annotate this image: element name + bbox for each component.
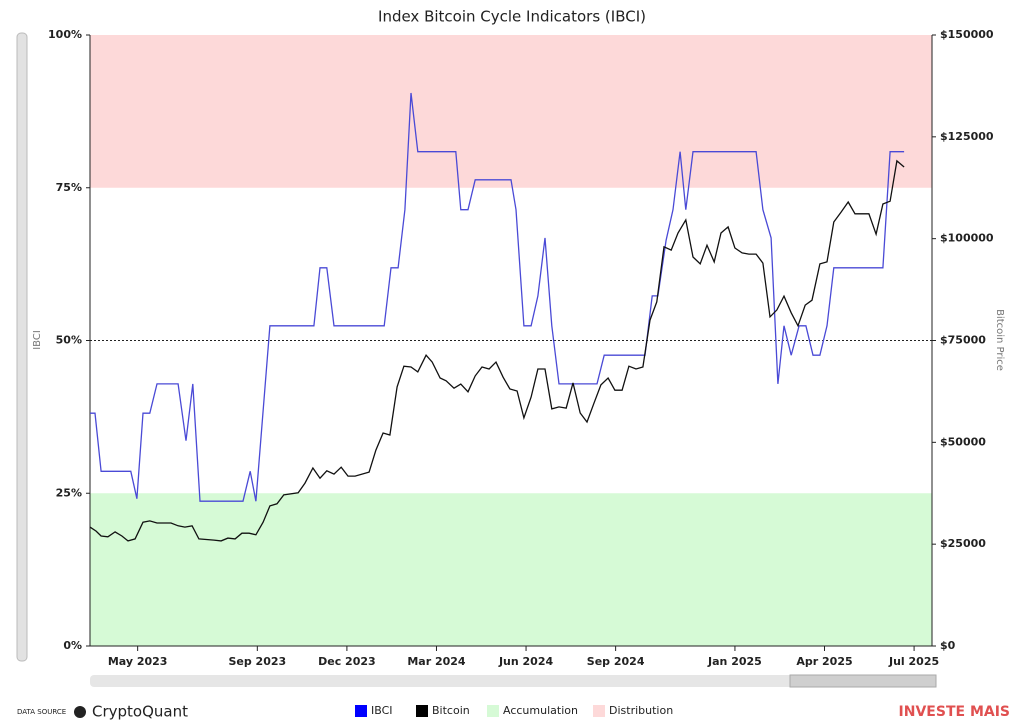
x-tick-label: Jul 2025	[888, 655, 939, 668]
series-line	[90, 92, 905, 502]
legend-swatch	[593, 705, 605, 717]
legend-label: Distribution	[609, 704, 673, 717]
legend-label: IBCI	[371, 704, 393, 717]
y2-tick-label: $50000	[940, 435, 986, 448]
x-tick-label: Sep 2023	[228, 655, 286, 668]
y2-tick-label: $25000	[940, 537, 986, 550]
y2-tick-label: $125000	[940, 130, 994, 143]
data-source-label: DATA SOURCE	[17, 708, 66, 716]
y2-tick-label: $100000	[940, 232, 994, 245]
y2-tick-label: $0	[940, 639, 956, 652]
x-tick-label: Apr 2025	[796, 655, 852, 668]
y-tick-label: 25%	[56, 486, 82, 499]
y2-tick-label: $150000	[940, 28, 994, 41]
scroll-thumb[interactable]	[789, 674, 937, 688]
series-line	[89, 159, 905, 542]
x-tick-label: Mar 2024	[407, 655, 466, 668]
band	[90, 493, 932, 646]
brand: INVESTE MAIS	[899, 704, 1010, 720]
x-tick-label: Dec 2023	[318, 655, 376, 668]
x-tick-label: Sep 2024	[587, 655, 645, 668]
data-source: CryptoQuant	[92, 703, 188, 721]
logo-icon	[74, 706, 86, 718]
legend-swatch	[355, 705, 367, 717]
x-tick-label: Jan 2025	[707, 655, 762, 668]
x-tick-label: Jun 2024	[498, 655, 554, 668]
y2-axis-label: Bitcoin Price	[994, 309, 1005, 371]
y-tick-label: 50%	[56, 334, 82, 347]
x-tick-label: May 2023	[108, 655, 168, 668]
legend-swatch	[487, 705, 499, 717]
y2-tick-label: $75000	[940, 334, 986, 347]
y-axis-label: IBCI	[32, 330, 43, 350]
legend-label: Accumulation	[503, 704, 578, 717]
left-scrollbar[interactable]	[16, 32, 28, 662]
y-tick-label: 0%	[63, 639, 82, 652]
legend-swatch	[416, 705, 428, 717]
y-tick-label: 100%	[48, 28, 82, 41]
chart-title: Index Bitcoin Cycle Indicators (IBCI)	[378, 8, 646, 26]
band	[90, 35, 932, 188]
y-tick-label: 75%	[56, 181, 82, 194]
legend-label: Bitcoin	[432, 704, 470, 717]
bottom-scrollbar[interactable]	[90, 675, 936, 687]
